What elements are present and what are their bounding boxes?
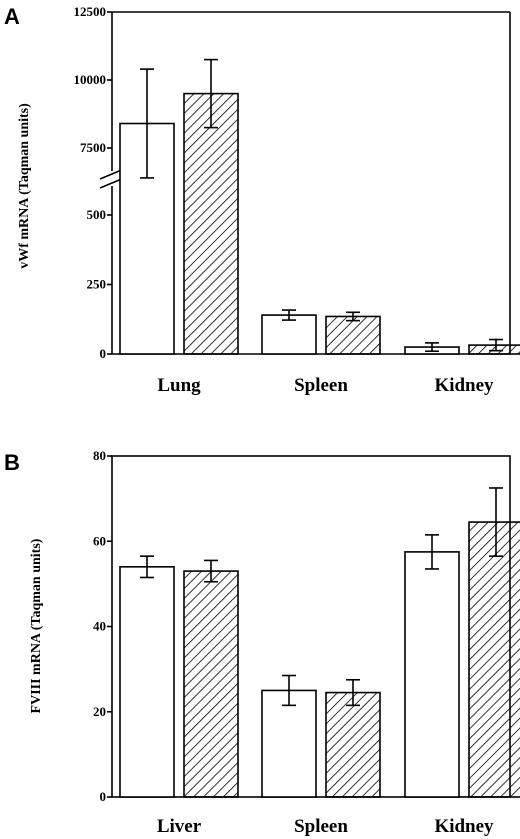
y-tick-label: 0 bbox=[100, 346, 107, 361]
bar-lung-hatched bbox=[183, 92, 239, 355]
panel-a-categories: Lung Spleen Kidney bbox=[157, 375, 494, 396]
bar-kidney-open bbox=[404, 551, 460, 798]
y-tick-label: 60 bbox=[93, 533, 106, 548]
bar-liver-hatched bbox=[183, 570, 239, 798]
bar-lung-open bbox=[119, 122, 175, 355]
panel-a-ticks: 0 250 500 7500 10000 12500 bbox=[74, 4, 112, 361]
y-tick-label: 10000 bbox=[74, 72, 107, 87]
bar-spleen-open bbox=[261, 689, 317, 798]
category-label: Kidney bbox=[434, 816, 494, 837]
category-label: Spleen bbox=[294, 375, 348, 396]
category-label: Lung bbox=[157, 375, 201, 396]
y-tick-label: 12500 bbox=[74, 4, 107, 19]
bar-liver-open bbox=[119, 566, 175, 798]
error-bar bbox=[204, 58, 218, 129]
error-bar bbox=[346, 678, 360, 707]
y-tick-label: 7500 bbox=[80, 140, 106, 155]
panel-a-letter: A bbox=[4, 4, 20, 29]
error-bar bbox=[140, 555, 154, 579]
error-bar bbox=[282, 674, 296, 707]
panel-b-bars bbox=[119, 487, 520, 798]
bar-spleen-hatched bbox=[325, 315, 381, 355]
y-tick-label: 250 bbox=[87, 277, 107, 292]
panel-a-bars bbox=[119, 58, 520, 355]
category-label: Liver bbox=[157, 816, 202, 837]
y-tick-label: 80 bbox=[93, 448, 106, 463]
panel-b-ylabel: FVIII mRNA (Taqman units) bbox=[29, 538, 44, 713]
error-bar bbox=[425, 534, 439, 570]
panel-b-ticks: 0 20 40 60 80 bbox=[93, 448, 112, 804]
y-tick-label: 500 bbox=[87, 207, 107, 222]
panel-a: A vWf mRNA (Taqman units) 0 250 500 7500 100… bbox=[4, 4, 520, 396]
y-tick-label: 0 bbox=[100, 789, 107, 804]
error-bar bbox=[489, 487, 503, 557]
panel-a-ylabel: vWf mRNA (Taqman units) bbox=[17, 103, 32, 269]
error-bar bbox=[489, 338, 503, 352]
error-bar bbox=[204, 559, 218, 583]
category-label: Spleen bbox=[294, 816, 348, 837]
error-bar bbox=[282, 309, 296, 321]
bar-kidney-hatched bbox=[468, 344, 520, 355]
bar-kidney-hatched bbox=[468, 521, 520, 798]
y-tick-label: 40 bbox=[93, 619, 106, 634]
bar-spleen-open bbox=[261, 314, 317, 355]
panel-b: B FVIII mRNA (Taqman units) 0 20 40 60 80 Li… bbox=[4, 448, 520, 837]
panel-b-letter: B bbox=[4, 450, 20, 475]
y-tick-label: 20 bbox=[93, 704, 106, 719]
panel-b-categories: Liver Spleen Kidney bbox=[157, 816, 494, 837]
error-bar bbox=[346, 311, 360, 322]
bar-spleen-hatched bbox=[325, 691, 381, 798]
error-bar bbox=[425, 342, 439, 353]
error-bar bbox=[140, 68, 154, 179]
category-label: Kidney bbox=[434, 375, 494, 396]
